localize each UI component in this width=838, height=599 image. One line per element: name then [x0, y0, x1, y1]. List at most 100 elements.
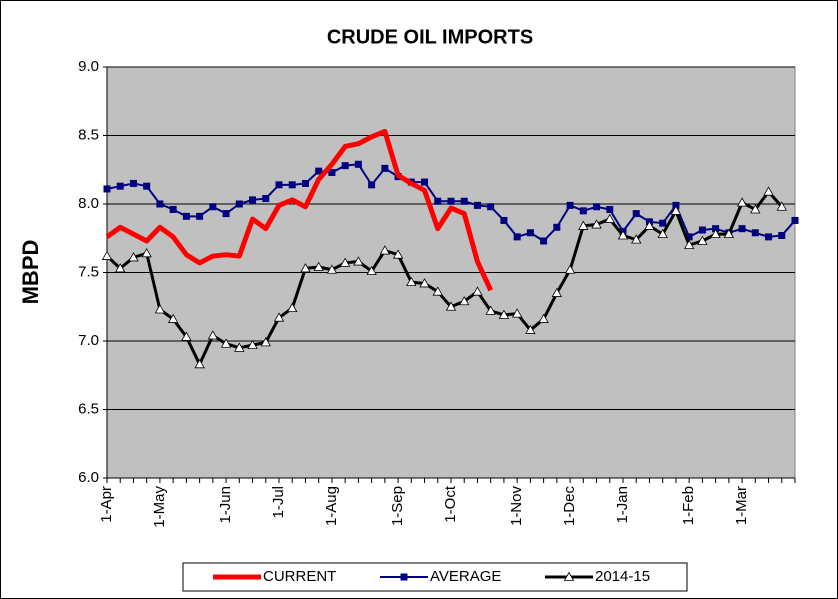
y-tick-label: 9.0 [78, 58, 99, 75]
marker [222, 210, 230, 218]
marker [141, 248, 152, 258]
marker [526, 229, 534, 237]
marker [128, 252, 139, 262]
marker [447, 197, 455, 205]
marker [368, 181, 376, 189]
x-tick-label: 1-Jul [270, 486, 287, 519]
marker [710, 228, 721, 239]
marker [750, 204, 761, 214]
x-tick-label: 1-Mar [733, 486, 750, 525]
marker [538, 313, 549, 323]
marker [697, 235, 708, 245]
marker [116, 182, 124, 190]
series-line [105, 128, 493, 292]
marker [169, 205, 177, 213]
marker [247, 339, 258, 350]
marker [353, 256, 364, 266]
marker [698, 226, 706, 234]
marker [672, 201, 680, 209]
marker [460, 197, 468, 205]
marker [632, 210, 640, 218]
marker [287, 302, 298, 313]
marker [366, 265, 377, 276]
marker [288, 181, 296, 189]
marker [578, 220, 589, 230]
marker [751, 229, 759, 237]
marker [207, 330, 219, 340]
marker [354, 160, 362, 168]
marker [657, 228, 668, 239]
marker [182, 212, 190, 220]
marker [445, 301, 457, 311]
marker [156, 200, 164, 208]
x-tick-label: 1-Oct [442, 485, 459, 523]
marker [723, 228, 735, 239]
marker [564, 264, 576, 274]
marker [341, 162, 349, 170]
marker [234, 342, 245, 352]
marker [472, 286, 483, 296]
marker [670, 205, 682, 215]
marker [540, 237, 548, 245]
marker [196, 212, 204, 220]
marker [579, 207, 587, 215]
marker [553, 223, 561, 231]
marker [328, 168, 336, 176]
marker [765, 233, 773, 241]
marker [606, 205, 614, 213]
marker [591, 219, 602, 229]
legend-label: CURRENT [263, 568, 336, 585]
marker [421, 178, 429, 186]
marker [235, 200, 243, 208]
x-tick-label: 1-Jun [217, 486, 234, 524]
marker [459, 295, 470, 306]
marker [115, 263, 126, 273]
marker [273, 312, 285, 322]
marker [143, 182, 151, 190]
marker [566, 201, 574, 209]
marker [315, 167, 323, 175]
marker [500, 216, 508, 224]
marker [738, 225, 746, 233]
y-tick-label: 7.0 [78, 332, 99, 349]
marker [434, 197, 442, 205]
series-line [105, 190, 783, 366]
y-tick-label: 6.5 [78, 400, 99, 417]
marker [339, 257, 351, 267]
x-tick-label: 1-Sep [389, 486, 406, 526]
marker [487, 203, 495, 211]
marker [683, 239, 695, 249]
marker [763, 186, 774, 196]
marker [379, 245, 391, 255]
marker [432, 286, 443, 296]
x-tick-label: 1-Feb [680, 486, 697, 525]
marker [406, 276, 417, 286]
marker [154, 304, 166, 314]
x-tick-label: 1-May [151, 486, 168, 528]
x-tick-label: 1-Dec [561, 486, 578, 527]
marker [513, 233, 521, 241]
marker [659, 219, 667, 227]
marker [300, 263, 311, 273]
marker [473, 201, 481, 209]
y-axis-label: MBPD [18, 240, 43, 305]
marker [604, 213, 615, 223]
marker [617, 230, 629, 240]
y-tick-label: 6.0 [78, 469, 99, 486]
y-tick-label: 8.5 [78, 126, 99, 143]
marker [101, 250, 113, 260]
marker [776, 201, 787, 211]
legend-box [182, 562, 688, 592]
marker [313, 261, 324, 271]
marker [778, 232, 786, 240]
marker [167, 313, 179, 323]
marker [326, 264, 338, 274]
x-tick-label: 1-Jan [614, 486, 631, 524]
y-tick-label: 7.5 [78, 263, 99, 280]
marker [181, 331, 192, 341]
marker [419, 278, 430, 288]
x-tick-label: 1-Apr [98, 486, 115, 523]
legend-label: 2014-15 [595, 568, 650, 585]
